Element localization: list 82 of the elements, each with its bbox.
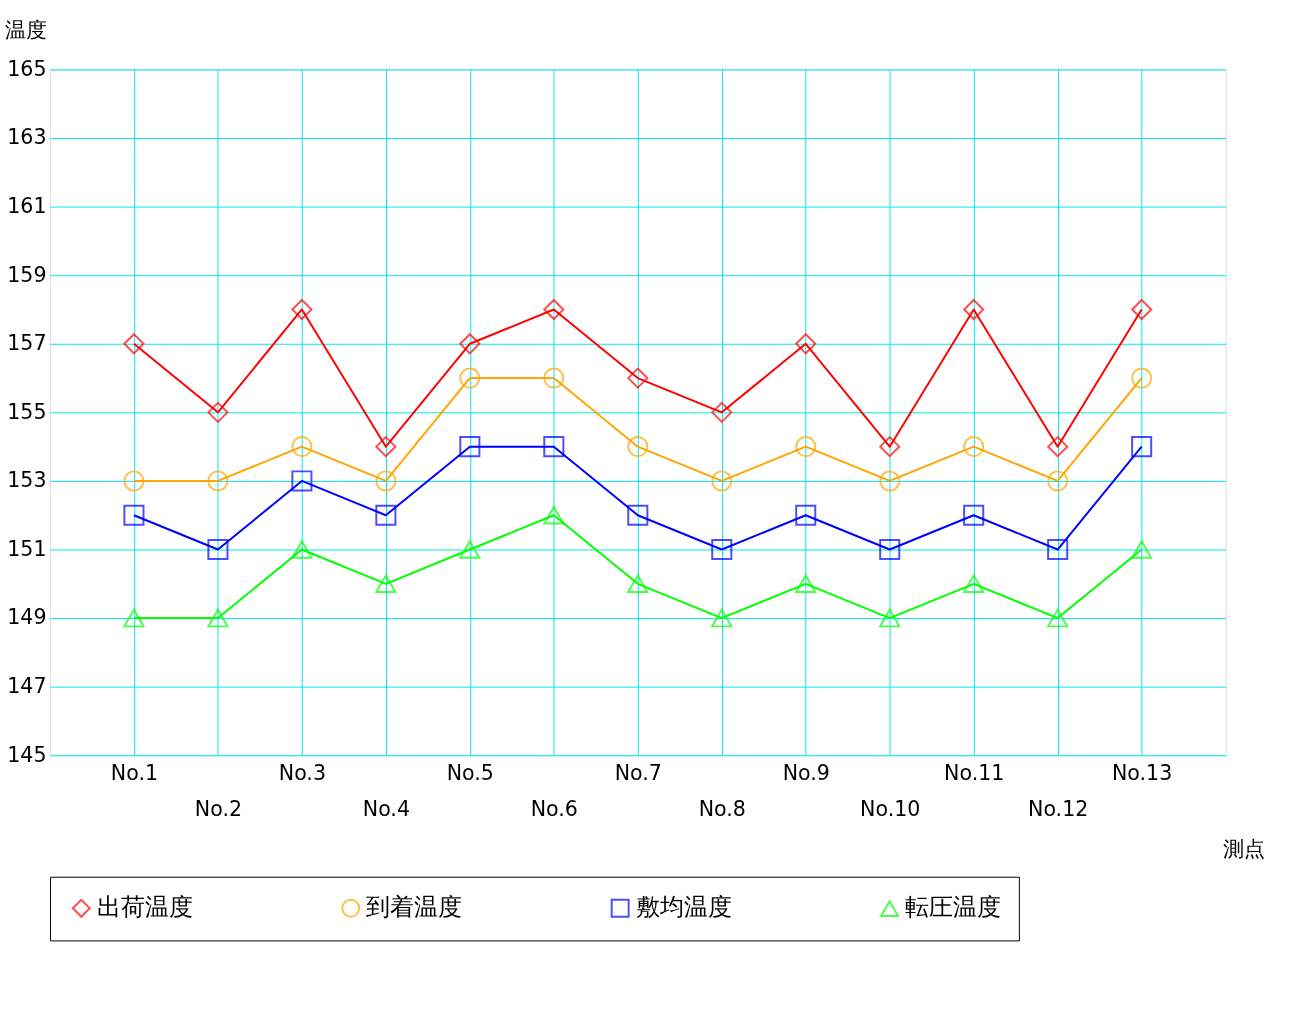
point: [1047, 538, 1069, 561]
y-tick-label: 147: [7, 674, 47, 699]
point: [207, 401, 229, 423]
point: [711, 608, 733, 628]
point: [711, 538, 733, 561]
point: [123, 333, 145, 355]
x-tick-label: No.10: [860, 797, 921, 822]
y-tick-label: 163: [7, 125, 47, 150]
point: [375, 574, 397, 594]
point: [1047, 470, 1069, 492]
x-tick-label: No.5: [446, 761, 494, 786]
x-tick-label: No.2: [194, 797, 243, 822]
point: [543, 298, 565, 321]
point: [123, 608, 145, 628]
y-tick-label: 165: [7, 56, 47, 81]
point: [543, 505, 565, 525]
point: [543, 436, 565, 458]
point: [375, 470, 397, 492]
point: [795, 574, 817, 594]
y-tick-label: 159: [7, 262, 47, 287]
point: [1131, 540, 1153, 559]
point: [459, 540, 481, 559]
x-tick-label: No.12: [1028, 797, 1089, 822]
x-tick-label: No.9: [782, 761, 830, 786]
point: [123, 470, 145, 492]
point: [1131, 298, 1153, 321]
legend-label: 到着温度: [366, 893, 463, 922]
y-tick-label: 151: [7, 536, 47, 561]
x-tick-label: No.13: [1111, 761, 1173, 786]
legend-label: 転圧温度: [905, 893, 1002, 922]
y-tick-label: 153: [7, 468, 47, 493]
point: [291, 298, 313, 321]
point: [627, 367, 649, 389]
point: [879, 470, 901, 492]
x-tick-label: No.3: [278, 761, 326, 786]
y-tick-label: 157: [7, 331, 47, 356]
point: [711, 470, 733, 492]
point: [375, 436, 397, 458]
point: [963, 298, 985, 321]
x-tick-label: No.6: [530, 797, 578, 822]
point: [963, 574, 985, 594]
point: [543, 367, 565, 389]
point: [123, 504, 145, 526]
legend-label: 敷均温度: [635, 893, 732, 922]
point: [1047, 436, 1069, 458]
point: [627, 574, 649, 594]
point: [375, 504, 397, 526]
point: [795, 333, 817, 355]
point: [711, 401, 733, 423]
point: [291, 540, 313, 559]
point: [459, 367, 481, 389]
point: [207, 538, 229, 561]
y-tick-label: 145: [7, 742, 47, 767]
point: [963, 504, 985, 526]
legend-label: 出荷温度: [96, 893, 193, 922]
point: [795, 504, 817, 526]
y-tick-label: 155: [7, 399, 47, 424]
x-tick-label: No.4: [362, 797, 410, 822]
point: [627, 436, 649, 458]
y-axis-title: 温度: [5, 17, 48, 42]
point: [1131, 367, 1153, 389]
point: [879, 608, 901, 628]
x-tick-label: No.11: [944, 761, 1005, 786]
point: [879, 436, 901, 458]
point: [291, 436, 313, 458]
x-tick-label: No.1: [110, 761, 159, 786]
point: [963, 436, 985, 458]
point: [879, 538, 901, 561]
y-tick-label: 149: [7, 605, 47, 630]
point: [207, 470, 229, 492]
point: [459, 333, 481, 355]
y-tick-label: 161: [7, 193, 47, 218]
x-tick-label: No.8: [698, 797, 746, 822]
point: [291, 470, 313, 492]
point: [795, 436, 817, 458]
point: [459, 436, 481, 458]
point: [627, 504, 649, 526]
point: [207, 608, 229, 628]
point: [1047, 608, 1069, 628]
x-tick-label: No.7: [614, 761, 662, 786]
point: [1131, 436, 1153, 458]
x-axis-title: 測点: [1223, 836, 1266, 861]
